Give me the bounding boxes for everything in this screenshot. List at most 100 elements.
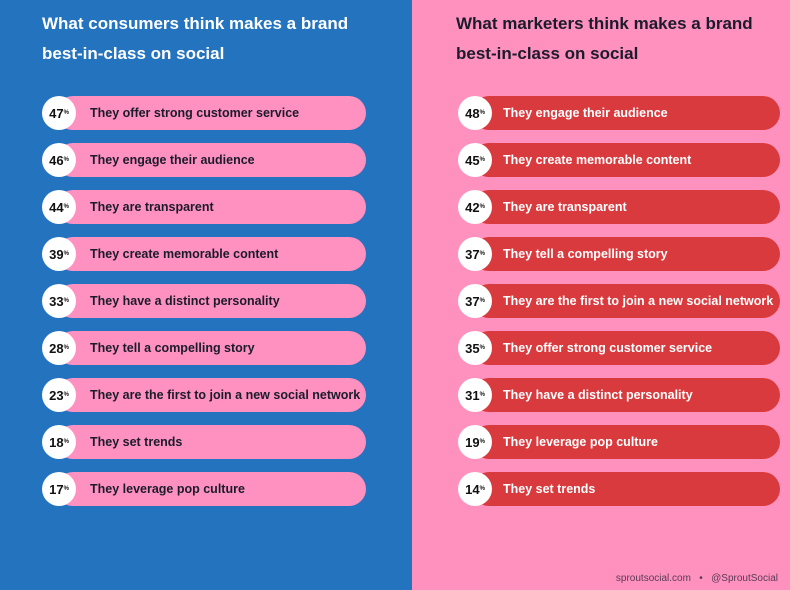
list-item: 42% They are transparent: [458, 190, 780, 224]
bar: [472, 472, 780, 506]
list-item: 23% They are the first to join a new soc…: [42, 378, 366, 412]
percent-value: 47: [49, 105, 64, 121]
item-label: They tell a compelling story: [90, 341, 255, 355]
percent-badge: 37%: [458, 237, 492, 271]
bar: [56, 284, 366, 318]
footer-site: sproutsocial.com: [615, 573, 691, 584]
percent-value: 31: [465, 387, 480, 403]
item-label: They create memorable content: [90, 247, 279, 261]
item-label: They are the first to join a new social …: [90, 388, 361, 402]
item-label: They leverage pop culture: [503, 435, 658, 449]
item-label: They are the first to join a new social …: [503, 294, 774, 308]
list-item: 18% They set trends: [42, 425, 366, 459]
percent-value: 28: [49, 340, 64, 356]
list-item: 31% They have a distinct personality: [458, 378, 780, 412]
percent-value: 39: [49, 246, 64, 262]
percent-badge: 48%: [458, 96, 492, 130]
percent-unit: %: [479, 345, 485, 351]
bar: [472, 96, 780, 130]
percent-badge: 35%: [458, 331, 492, 365]
percent-badge: 44%: [42, 190, 76, 224]
item-label: They tell a compelling story: [503, 247, 668, 261]
percent-badge: 46%: [42, 143, 76, 177]
footer-separator: •: [699, 573, 703, 584]
list-item: 44% They are transparent: [42, 190, 366, 224]
item-label: They are transparent: [503, 200, 627, 214]
percent-badge: 47%: [42, 96, 76, 130]
percent-value: 45: [465, 152, 480, 168]
bar: [56, 425, 366, 459]
percent-unit: %: [63, 392, 69, 398]
bar: [56, 190, 366, 224]
percent-unit: %: [479, 392, 485, 398]
percent-unit: %: [479, 486, 485, 492]
percent-unit: %: [479, 251, 485, 257]
footer-handle: @SproutSocial: [711, 573, 778, 584]
item-label: They offer strong customer service: [90, 106, 300, 120]
bar: [56, 96, 366, 130]
list-item: 35% They offer strong customer service: [458, 331, 780, 365]
item-label: They engage their audience: [503, 106, 668, 120]
percent-unit: %: [63, 439, 69, 445]
item-label: They set trends: [90, 435, 183, 449]
bar: [472, 190, 780, 224]
percent-badge: 18%: [42, 425, 76, 459]
list-item: 46% They engage their audience: [42, 143, 366, 177]
bar: [56, 378, 366, 412]
percent-value: 19: [465, 434, 480, 450]
list-item: 45% They create memorable content: [458, 143, 780, 177]
bar: [56, 237, 366, 271]
bar: [472, 237, 780, 271]
percent-unit: %: [63, 298, 69, 304]
bar: [56, 472, 366, 506]
percent-badge: 39%: [42, 237, 76, 271]
item-label: They have a distinct personality: [503, 388, 693, 402]
percent-value: 14: [465, 481, 480, 497]
percent-value: 37: [465, 293, 480, 309]
list-item: 33% They have a distinct personality: [42, 284, 366, 318]
consumers-panel: What consumers think makes a brand best-…: [0, 0, 412, 590]
percent-badge: 42%: [458, 190, 492, 224]
bar: [472, 143, 780, 177]
list-item: 37% They are the first to join a new soc…: [458, 284, 780, 318]
percent-unit: %: [479, 204, 485, 210]
consumers-title: What consumers think makes a brand best-…: [42, 14, 349, 63]
percent-value: 33: [49, 293, 64, 309]
bar: [472, 378, 780, 412]
percent-value: 37: [465, 246, 480, 262]
percent-badge: 31%: [458, 378, 492, 412]
percent-unit: %: [479, 157, 485, 163]
percent-unit: %: [479, 110, 485, 116]
percent-unit: %: [63, 110, 69, 116]
item-label: They have a distinct personality: [90, 294, 280, 308]
list-item: 19% They leverage pop culture: [458, 425, 780, 459]
percent-value: 44: [49, 199, 64, 215]
bar: [472, 425, 780, 459]
item-label: They offer strong customer service: [503, 341, 713, 355]
bar: [472, 331, 780, 365]
marketers-title: What marketers think makes a brand best-…: [456, 14, 753, 63]
percent-value: 35: [465, 340, 480, 356]
percent-value: 18: [49, 434, 64, 450]
percent-value: 48: [465, 105, 480, 121]
percent-badge: 19%: [458, 425, 492, 459]
percent-unit: %: [479, 439, 485, 445]
item-label: They engage their audience: [90, 153, 255, 167]
marketers-panel: What marketers think makes a brand best-…: [412, 0, 790, 590]
percent-unit: %: [63, 204, 69, 210]
percent-badge: 17%: [42, 472, 76, 506]
bar: [56, 143, 366, 177]
percent-value: 17: [49, 481, 64, 497]
item-label: They create memorable content: [503, 153, 692, 167]
percent-badge: 33%: [42, 284, 76, 318]
list-item: 14% They set trends: [458, 472, 780, 506]
percent-unit: %: [63, 345, 69, 351]
percent-unit: %: [479, 298, 485, 304]
item-label: They are transparent: [90, 200, 214, 214]
percent-badge: 14%: [458, 472, 492, 506]
percent-unit: %: [63, 251, 69, 257]
item-label: They leverage pop culture: [90, 482, 245, 496]
bar: [56, 331, 366, 365]
list-item: 37% They tell a compelling story: [458, 237, 780, 271]
percent-value: 46: [49, 152, 64, 168]
